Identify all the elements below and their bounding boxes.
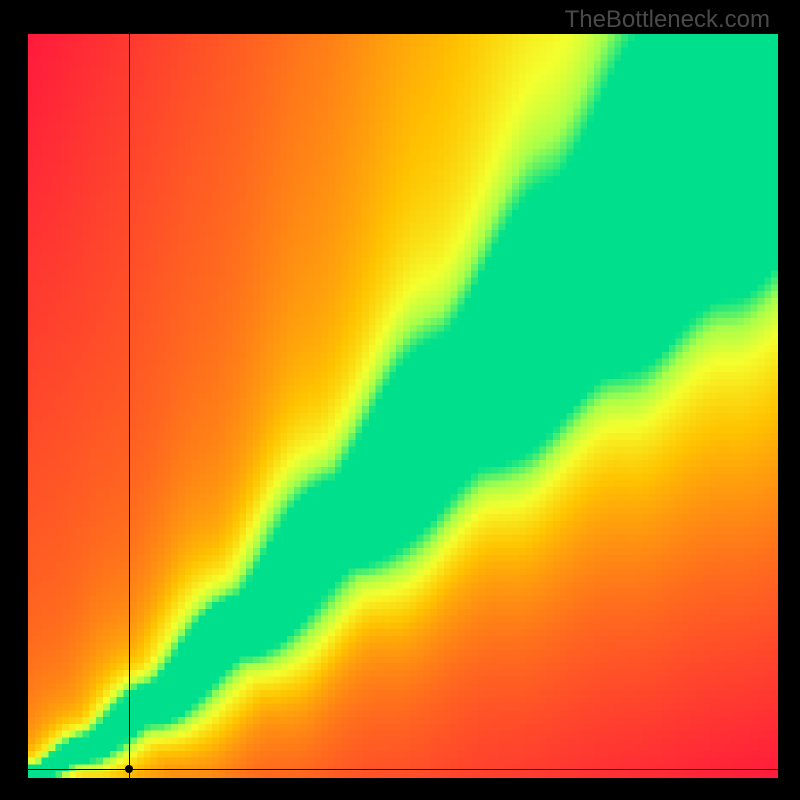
chart-container: TheBottleneck.com (0, 0, 800, 800)
crosshair-horizontal (28, 769, 778, 770)
watermark-text: TheBottleneck.com (565, 6, 770, 34)
crosshair-vertical (129, 34, 130, 778)
bottleneck-heatmap (28, 34, 778, 778)
crosshair-marker (125, 765, 133, 773)
